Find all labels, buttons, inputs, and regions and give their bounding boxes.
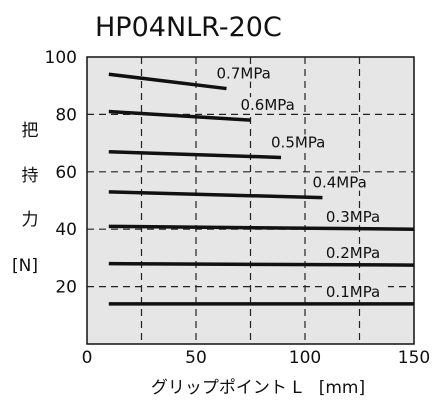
series-line-0.7MPa [108, 72, 227, 91]
x-tick-labels: 0 50 100 150 [82, 348, 431, 368]
y-axis-label-unit: [N] [12, 256, 38, 276]
series-line-0.3MPa [108, 224, 415, 231]
x-tick-label: 50 [185, 348, 207, 368]
series-labels: 0.1MPa 0.2MPa 0.3MPa 0.4MPa 0.5MPa 0.6MPa 0.7M… [214, 65, 388, 301]
y-axis-label-char-2: 持 [22, 166, 39, 186]
y-tick-label: 80 [55, 105, 77, 125]
series-label-0.5MPa: 0.5MPa [271, 133, 325, 151]
series-label-background [269, 134, 334, 151]
y-tick-label: 60 [55, 163, 77, 183]
y-tick-label: 40 [55, 220, 77, 240]
series-label-background [214, 65, 279, 82]
y-tick-label: 100 [45, 48, 77, 68]
series-label-background [323, 245, 388, 262]
series-line-0.6MPa [108, 109, 251, 122]
series-label-background [323, 209, 388, 226]
y-axis-label-char-1: 把 [22, 121, 39, 141]
series-label-background [310, 174, 375, 191]
y-tick-label: 20 [55, 278, 77, 298]
y-tick-labels: 20 40 60 80 100 [45, 48, 77, 298]
chart-title: HP04NLR-20C [95, 12, 282, 43]
series-line-0.5MPa [108, 149, 282, 160]
x-tick-label: 150 [398, 348, 430, 368]
series-label-0.1MPa: 0.1MPa [326, 283, 380, 301]
series-label-0.3MPa: 0.3MPa [326, 208, 380, 226]
series-lines [108, 72, 415, 306]
x-axis-label: グリップポイント L [mm] [151, 378, 365, 398]
series-label-background [238, 97, 303, 114]
series-line-0.4MPa [108, 190, 323, 200]
series-label-0.2MPa: 0.2MPa [326, 244, 380, 262]
series-line-0.2MPa [108, 261, 415, 267]
y-axis-label-char-3: 力 [22, 210, 39, 230]
series-label-0.7MPa: 0.7MPa [217, 65, 271, 83]
series-label-0.6MPa: 0.6MPa [241, 96, 295, 114]
series-label-0.4MPa: 0.4MPa [312, 174, 366, 192]
x-tick-label: 100 [289, 348, 321, 368]
series-label-background [323, 283, 388, 300]
x-tick-label: 0 [82, 348, 93, 368]
